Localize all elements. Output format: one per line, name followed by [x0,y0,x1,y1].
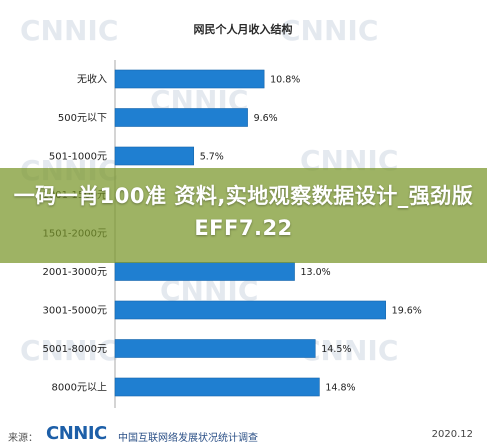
category-label: 5001-8000元 [42,344,107,355]
bar [114,108,248,127]
promo-banner [0,168,487,263]
bar-value-label: 10.8% [270,75,300,86]
bar-value-label: 14.8% [325,383,355,394]
watermark-text: CNNIC [280,14,378,47]
bar-value-label: 13.0% [301,267,331,278]
bar [114,69,265,89]
watermark-text: CNNIC [20,334,118,367]
footer: 来源： CNNIC 中国互联网络发展状况统计调查 2020.12 [0,420,487,448]
category-label: 3001-5000元 [42,306,107,317]
category-label: 无收入 [77,73,107,86]
bar-value-label: 19.6% [392,306,422,317]
bar-value-label: 9.6% [254,113,278,124]
bar [114,146,195,166]
category-label: 2001-3000元 [42,267,107,278]
category-label: 500元以下 [58,113,107,124]
chart-title: 网民个人月收入结构 [194,22,293,36]
bar [114,262,295,281]
bar-value-label: 5.7% [200,152,224,163]
survey-name: 中国互联网络发展状况统计调查 [118,433,258,444]
category-label: 501-1000元 [49,152,107,163]
bar [114,339,316,358]
bar [114,377,320,397]
category-label: 8000元以上 [52,382,107,394]
bar-group: 无收入10.8%500元以下9.6%501-1000元5.7%1001-1500… [42,69,422,397]
watermark-text: CNNIC [20,14,118,47]
source-label: 来源： [8,433,38,444]
bar-value-label: 14.5% [321,344,351,355]
cnnic-logo: CNNIC [46,423,107,444]
watermark-text: CNNIC [300,334,398,367]
promo-banner-text: 一码一肖100准 资料,实地观察数据设计_强劲版EFF7.22 [13,184,474,240]
report-date: 2020.12 [431,429,473,440]
bar [114,300,386,320]
